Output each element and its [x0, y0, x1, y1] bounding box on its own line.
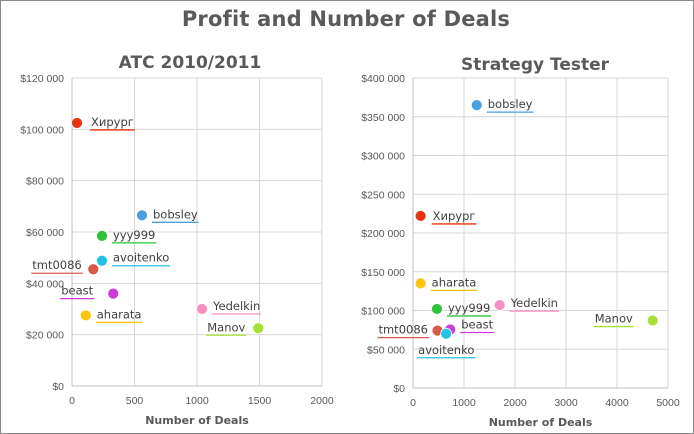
tester-point — [493, 299, 506, 311]
tester-point-label: aharata — [432, 275, 477, 289]
tester-point — [414, 277, 427, 290]
atc-point — [96, 254, 108, 267]
atc-y-tick-label: $20 000 — [26, 330, 64, 342]
tester-x-tick-label: 0 — [410, 397, 416, 409]
tester-y-tick-label: $0 — [393, 383, 405, 395]
atc-y-tick-label: $100 000 — [20, 124, 64, 136]
tester-y-tick-label: $100 000 — [361, 306, 405, 318]
tester-y-tick-label: $200 000 — [361, 228, 405, 240]
tester-point-label: Хирург — [433, 209, 476, 223]
tester-chart-title: Strategy Tester — [461, 55, 610, 75]
atc-x-tick-label: 0 — [69, 395, 75, 407]
atc-x-tick-label: 500 — [126, 395, 144, 407]
tester-point — [646, 314, 659, 327]
tester-y-tick-label: $50 000 — [367, 344, 405, 356]
tester-y-tick-label: $150 000 — [361, 267, 405, 279]
atc-point — [71, 117, 83, 129]
atc-point-label: aharata — [97, 307, 142, 321]
atc-y-tick-label: $80 000 — [26, 176, 64, 188]
tester-point-label: Yedelkin — [510, 296, 558, 310]
atc-point-label: avoitenko — [113, 251, 169, 265]
tester-x-tick-label: 1000 — [452, 397, 476, 409]
atc-y-tick-label: $60 000 — [26, 227, 64, 239]
chart-title: Profit and Number of Deals — [181, 7, 511, 31]
tester-x-axis-title: Number of Deals — [489, 416, 593, 429]
atc-point-label: yyy999 — [113, 228, 155, 242]
atc-point — [96, 229, 108, 242]
tester-y-tick-label: $300 000 — [361, 151, 405, 163]
atc-x-axis-title: Number of Deals — [145, 414, 249, 427]
atc-point-label: Yedelkin — [212, 299, 260, 313]
atc-point-label: bobsley — [153, 207, 198, 221]
atc-point-label: Manov — [207, 320, 245, 334]
tester-point — [470, 99, 483, 112]
tester-point-label: yyy999 — [448, 301, 490, 315]
atc-point — [252, 322, 265, 335]
tester-point — [414, 210, 427, 222]
tester-point-label: avoitenko — [418, 343, 474, 357]
atc-point — [87, 263, 100, 276]
atc-x-tick-label: 2000 — [310, 395, 334, 407]
tester-point — [440, 327, 453, 340]
atc-x-tick-label: 1000 — [185, 395, 209, 407]
tester-x-tick-label: 3000 — [554, 397, 578, 409]
atc-x-tick-label: 1500 — [248, 395, 272, 407]
atc-point — [196, 303, 208, 315]
tester-y-tick-label: $400 000 — [361, 73, 405, 85]
tester-y-tick-label: $250 000 — [361, 189, 405, 201]
tester-point — [431, 303, 443, 315]
tester-point-label: Manov — [595, 312, 633, 326]
atc-y-tick-label: $40 000 — [26, 278, 64, 290]
atc-y-tick-label: $0 — [52, 381, 64, 393]
atc-y-tick-label: $120 000 — [20, 73, 64, 85]
atc-point-label: Хирург — [91, 115, 134, 129]
tester-point-label: bobsley — [488, 97, 533, 111]
atc-point — [107, 287, 120, 300]
tester-x-tick-label: 4000 — [605, 397, 629, 409]
atc-chart-title: ATC 2010/2011 — [119, 53, 262, 73]
atc-point-label: tmt0086 — [32, 258, 82, 272]
tester-x-tick-label: 2000 — [503, 397, 527, 409]
tester-point-label: tmt0086 — [378, 323, 428, 337]
atc-point — [136, 209, 148, 222]
atc-point — [79, 309, 92, 322]
tester-point-label: beast — [461, 317, 493, 331]
tester-x-tick-label: 5000 — [656, 397, 680, 409]
atc-point-label: beast — [61, 284, 93, 298]
tester-y-tick-label: $350 000 — [361, 112, 405, 124]
